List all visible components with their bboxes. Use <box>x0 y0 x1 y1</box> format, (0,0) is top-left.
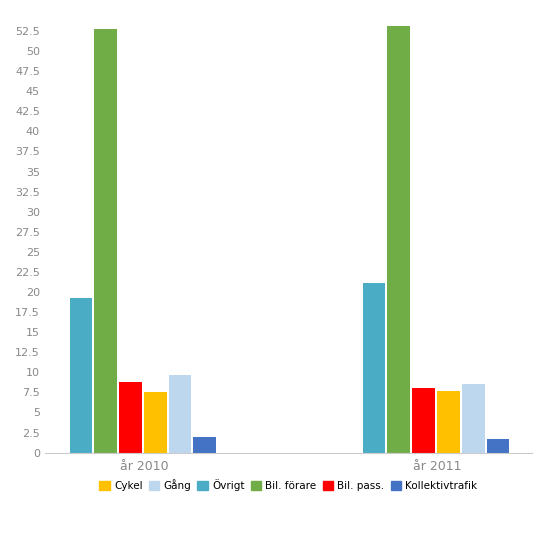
Bar <box>387 26 410 452</box>
Bar <box>487 439 509 452</box>
Bar <box>194 438 216 452</box>
Bar <box>168 375 191 452</box>
Bar <box>119 382 142 452</box>
Bar <box>69 298 92 452</box>
Bar <box>462 383 485 452</box>
Legend: Cykel, Gång, Övrigt, Bil. förare, Bil. pass., Kollektivtrafik: Cykel, Gång, Övrigt, Bil. förare, Bil. p… <box>95 475 481 496</box>
Bar <box>144 392 166 452</box>
Bar <box>437 391 459 452</box>
Bar <box>363 283 386 452</box>
Bar <box>412 388 435 452</box>
Bar <box>94 28 117 452</box>
